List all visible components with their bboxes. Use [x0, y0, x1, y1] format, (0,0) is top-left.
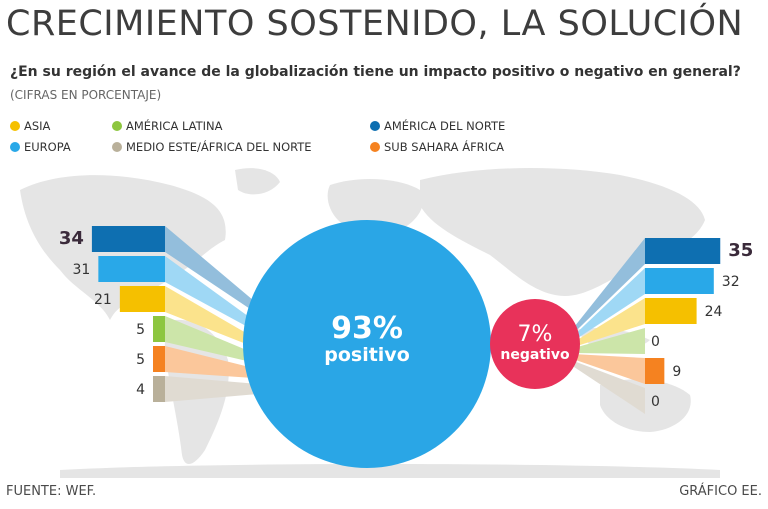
legend-item-america-latina: AMÉRICA LATINA — [112, 119, 223, 133]
label-positivo-medio-este-africa-del-norte: 4 — [136, 382, 145, 398]
map-europe — [327, 178, 424, 235]
connector-positivo-america-latina — [165, 316, 252, 362]
label-negativo-europa: 32 — [722, 274, 740, 290]
connector-negativo-america-latina — [573, 328, 645, 354]
legend-swatch-sub-sahara — [370, 142, 380, 152]
label-positivo-america-latina: 5 — [136, 322, 145, 338]
label-negativo-america-del-norte: 35 — [728, 240, 753, 261]
connector-negativo-medio-este-africa-del-norte — [571, 360, 645, 414]
bar-positivo-asia — [119, 286, 165, 312]
legend-item-europa: EUROPA — [10, 140, 71, 154]
connector-positivo-sub-sahara-africa — [165, 346, 254, 378]
chart-units: (CIFRAS EN PORCENTAJE) — [10, 88, 162, 102]
bar-positivo-sub-sahara-africa — [153, 346, 165, 372]
legend-item-medio-este: MEDIO ESTE/ÁFRICA DEL NORTE — [112, 140, 312, 154]
negative-total-circle — [490, 299, 580, 389]
connector-negativo-america-del-norte — [571, 238, 645, 335]
label-negativo-sub-sahara-africa: 9 — [672, 364, 681, 380]
legend-swatch-medio-este — [112, 142, 122, 152]
legend-item-sub-sahara: SUB SAHARA ÁFRICA — [370, 140, 504, 154]
positive-total-value: 93% — [331, 311, 403, 346]
bar-negativo-sub-sahara-africa — [645, 358, 665, 384]
legend-swatch-asia — [10, 121, 20, 131]
connector-negativo-europa — [573, 268, 645, 341]
connector-negativo-asia — [573, 298, 645, 347]
bar-negativo-america-del-norte — [645, 238, 721, 264]
credit-note: GRÁFICO EE. — [679, 484, 762, 499]
negative-total-label: negativo — [500, 347, 570, 363]
legend-swatch-europa — [10, 142, 20, 152]
legend-swatch-america-del-norte — [370, 121, 380, 131]
legend-swatch-america-latina — [112, 121, 122, 131]
negative-total-value: 7% — [518, 322, 553, 347]
bar-positivo-europa — [98, 256, 165, 282]
label-negativo-asia: 24 — [705, 304, 723, 320]
connector-positivo-europa — [165, 256, 254, 330]
bar-positivo-america-del-norte — [91, 226, 165, 252]
chart-title: CRECIMIENTO SOSTENIDO, LA SOLUCIÓN — [6, 4, 744, 44]
chart-question: ¿En su región el avance de la globalizac… — [10, 64, 741, 80]
legend-item-america-del-norte: AMÉRICA DEL NORTE — [370, 119, 505, 133]
positive-total-label: positivo — [324, 344, 410, 366]
map-greenland — [235, 168, 280, 195]
connector-negativo-sub-sahara-africa — [572, 354, 645, 384]
source-note: FUENTE: WEF. — [6, 484, 97, 499]
bar-negativo-asia — [645, 298, 697, 324]
label-negativo-medio-este-africa-del-norte: 0 — [651, 394, 660, 410]
bar-positivo-medio-este-africa-del-norte — [153, 376, 165, 402]
label-negativo-america-latina: 0 — [651, 334, 660, 350]
label-positivo-asia: 21 — [94, 292, 112, 308]
label-positivo-europa: 31 — [73, 262, 91, 278]
connector-positivo-america-del-norte — [165, 226, 258, 314]
label-positivo-america-del-norte: 34 — [59, 228, 84, 249]
connector-positivo-medio-este-africa-del-norte — [165, 376, 258, 402]
bar-positivo-america-latina — [153, 316, 165, 342]
positive-total-circle — [243, 220, 491, 468]
bar-negativo-europa — [645, 268, 714, 294]
map-antarctica — [60, 464, 720, 478]
connector-positivo-asia — [165, 286, 252, 346]
label-positivo-sub-sahara-africa: 5 — [136, 352, 145, 368]
legend-item-asia: ASIA — [10, 119, 50, 133]
